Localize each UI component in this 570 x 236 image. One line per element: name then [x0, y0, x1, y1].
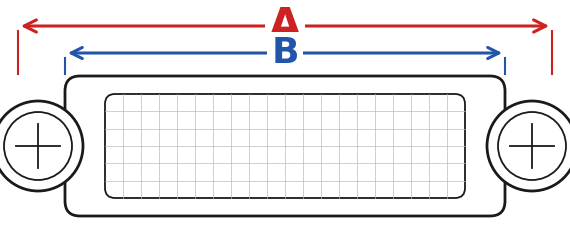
Circle shape	[4, 112, 72, 180]
Circle shape	[487, 101, 570, 191]
Text: B: B	[271, 36, 299, 70]
FancyBboxPatch shape	[65, 76, 505, 216]
Circle shape	[498, 112, 566, 180]
Circle shape	[0, 101, 83, 191]
FancyBboxPatch shape	[105, 94, 465, 198]
Text: A: A	[269, 5, 301, 47]
